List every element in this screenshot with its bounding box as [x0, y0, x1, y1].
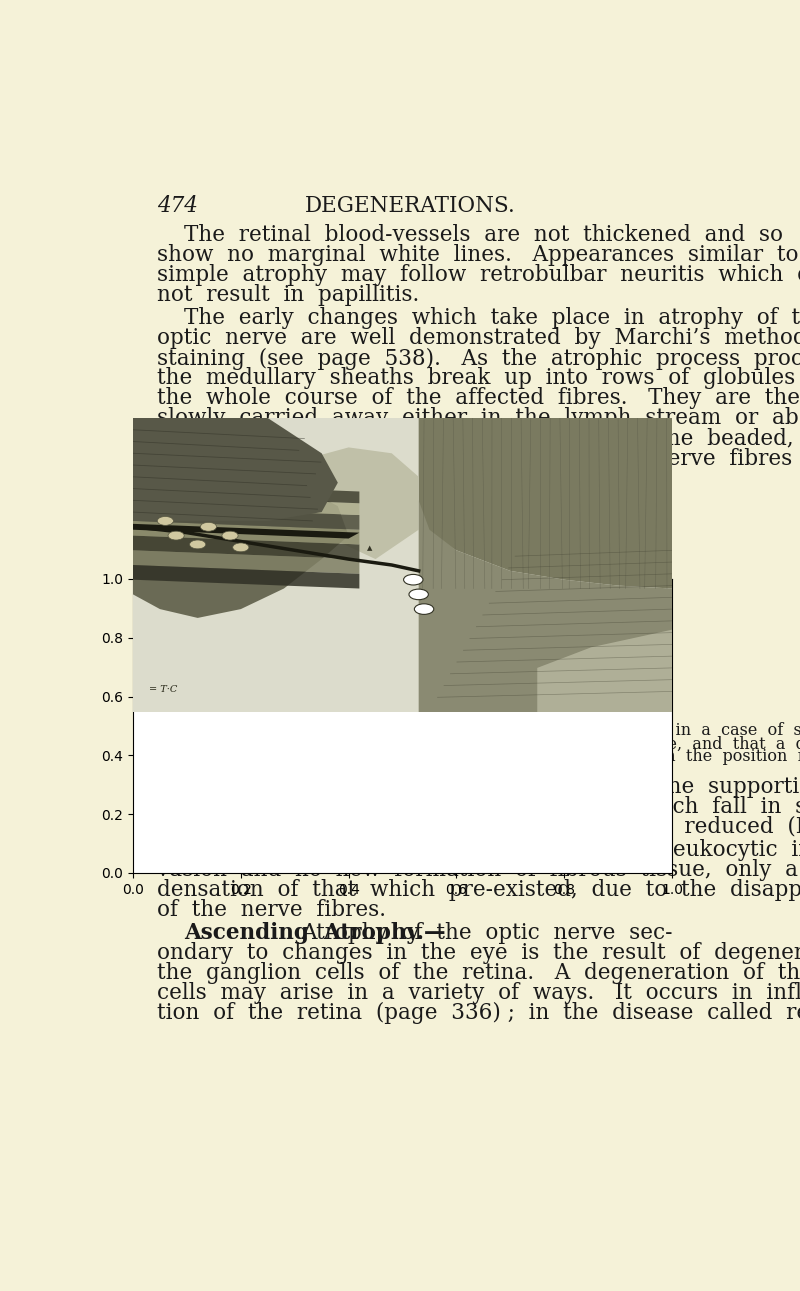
Circle shape — [414, 604, 434, 615]
Text: the  size  of  the  nerve  becomes  considerably  reduced  (Fig.  213).: the size of the nerve becomes considerab… — [157, 816, 800, 838]
Text: G: G — [634, 620, 642, 629]
Text: F: F — [634, 596, 642, 607]
Text: simple  atrophy  may  follow  retrobulbar  neuritis  which  does: simple atrophy may follow retrobulbar ne… — [157, 265, 800, 287]
Text: tion  of  the  retina  (page  336) ;  in  the  disease  called  retinitis: tion of the retina (page 336) ; in the d… — [157, 1002, 800, 1024]
Text: ▲: ▲ — [367, 545, 373, 551]
Polygon shape — [538, 630, 672, 713]
Circle shape — [158, 516, 174, 525]
Polygon shape — [133, 550, 359, 573]
Circle shape — [403, 574, 423, 585]
Polygon shape — [133, 520, 359, 545]
Polygon shape — [133, 494, 359, 515]
Text: broken  up,  and  finally  disappear.   As  the  nerve  fibres  be-: broken up, and finally disappear. As the… — [157, 448, 800, 470]
Text: ondary  to  changes  in  the  eye  is  the  result  of  degeneration  of: ondary to changes in the eye is the resu… — [157, 942, 800, 964]
Circle shape — [409, 589, 428, 600]
Circle shape — [222, 531, 238, 540]
Text: staining  (see  page  538).   As  the  atrophic  process  proceeds: staining (see page 538). As the atrophic… — [157, 347, 800, 369]
Text: the  whole  course  of  the  affected  fibres.   They  are  then: the whole course of the affected fibres.… — [157, 387, 800, 409]
Text: densation  of  that  which  pre-existed,  due  to  the  disappearance: densation of that which pre-existed, due… — [157, 879, 800, 901]
Text: come  destroyed  vacant  spaces  are  left  in  the  supporting  con-: come destroyed vacant spaces are left in… — [157, 776, 800, 798]
Polygon shape — [294, 448, 418, 559]
Text: Atrophy  of  the  optic  nerve  sec-: Atrophy of the optic nerve sec- — [302, 922, 673, 944]
Text: occupied  by  the  optic  papilla.: occupied by the optic papilla. — [157, 760, 417, 777]
Text: DEGENERATIONS.: DEGENERATIONS. — [305, 195, 515, 217]
Text: optic  nerve  are  well  demonstrated  by  Marchi’s  method  of: optic nerve are well demonstrated by Mar… — [157, 328, 800, 350]
Polygon shape — [418, 418, 672, 589]
Text: slowly  carried  away  either  in  the  lymph  stream  or  absorbed: slowly carried away either in the lymph … — [157, 408, 800, 430]
Text: In  simple  atrophy  there  is  no  abnormal  leukocytic  in-: In simple atrophy there is no abnormal l… — [184, 839, 800, 861]
Text: by  the  leukocytes.   The  axis-cylinders  become  beaded,  then: by the leukocytes. The axis-cylinders be… — [157, 427, 800, 449]
Text: nective  tissue  framework.   The  sides  of  which  fall  in  so  that: nective tissue framework. The sides of w… — [157, 795, 800, 817]
Circle shape — [168, 531, 184, 540]
Polygon shape — [418, 501, 672, 713]
Circle shape — [190, 540, 206, 549]
Text: optic  atrophy.   Note  the  reduction  in  the  size  of  the  nerve,  and  tha: optic atrophy. Note the reduction in the… — [157, 736, 800, 753]
Text: the  medullary  sheaths  break  up  into  rows  of  globules  along: the medullary sheaths break up into rows… — [157, 368, 800, 390]
Polygon shape — [133, 418, 349, 618]
Text: Ascending  Atrophy.—: Ascending Atrophy.— — [184, 922, 445, 944]
Text: cells  may  arise  in  a  variety  of  ways.   It  occurs  in  inflamma-: cells may arise in a variety of ways. It… — [157, 982, 800, 1004]
Bar — [201, 475, 623, 705]
Text: 474: 474 — [157, 195, 198, 217]
Text: Fig. 213.—Section  through  the  head  of  the  optic  nerve  in  a  case  of  s: Fig. 213.—Section through the head of th… — [184, 722, 800, 738]
Text: vasion  and  no  new  formation  of  fibrous  tissue,  only  a  con-: vasion and no new formation of fibrous t… — [157, 859, 800, 880]
Polygon shape — [133, 506, 359, 529]
Text: not  result  in  papillitis.: not result in papillitis. — [157, 284, 419, 306]
Text: = T·C: = T·C — [149, 686, 178, 695]
Circle shape — [233, 544, 249, 551]
Polygon shape — [133, 565, 359, 589]
Polygon shape — [133, 524, 359, 538]
Circle shape — [200, 523, 217, 531]
Text: show  no  marginal  white  lines.   Appearances  similar  to: show no marginal white lines. Appearance… — [157, 244, 798, 266]
Polygon shape — [133, 483, 359, 503]
Text: The  retinal  blood-vessels  are  not  thickened  and  so: The retinal blood-vessels are not thicke… — [184, 225, 782, 247]
Text: has  formed  on  the  inner  surface  of  the  lamina  cribrosa  in  the  positi: has formed on the inner surface of the l… — [157, 747, 800, 764]
Polygon shape — [133, 418, 338, 520]
Text: of  the  nerve  fibres.: of the nerve fibres. — [157, 899, 386, 920]
Text: The  early  changes  which  take  place  in  atrophy  of  the: The early changes which take place in at… — [184, 307, 800, 329]
Text: the  ganglion  cells  of  the  retina.   A  degeneration  of  these: the ganglion cells of the retina. A dege… — [157, 962, 800, 984]
Polygon shape — [133, 536, 359, 559]
